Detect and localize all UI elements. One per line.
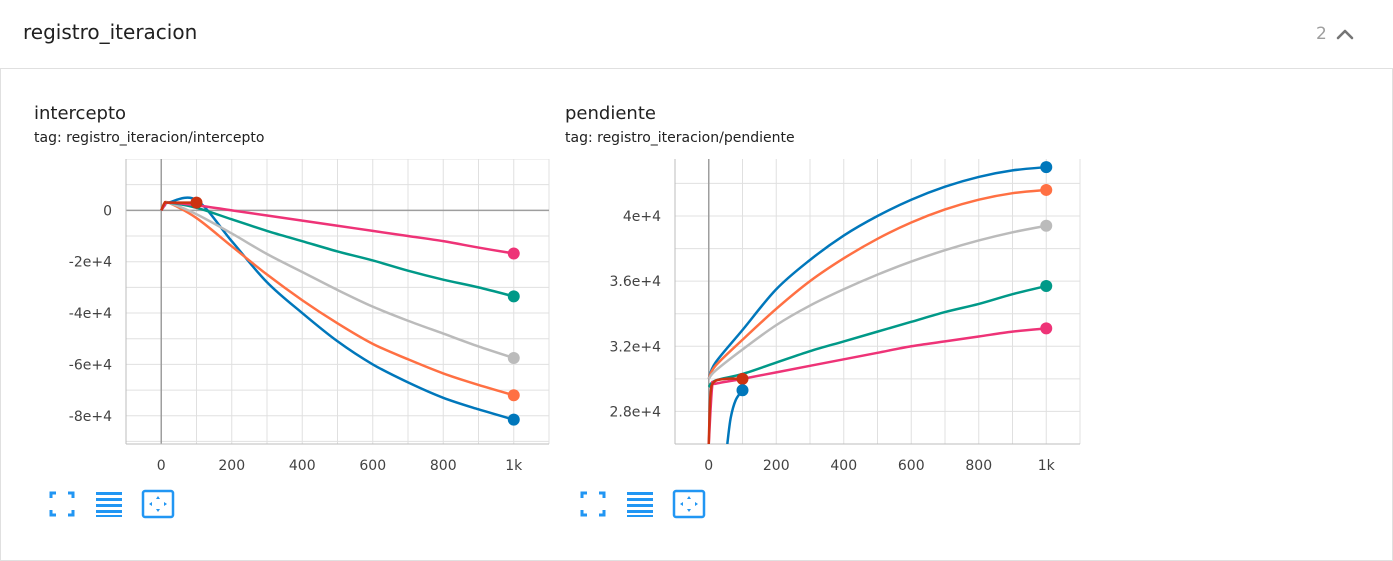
x-tick-label: 200 <box>218 458 245 474</box>
series-end-marker <box>1040 161 1053 174</box>
y-tick-label: 2.8e+4 <box>609 404 661 420</box>
fit-domain-icon[interactable] <box>141 489 175 519</box>
series-end-marker <box>507 247 520 260</box>
x-tick-label: 200 <box>763 458 790 474</box>
x-tick-label: 400 <box>830 458 857 474</box>
x-tick-label: 0 <box>704 458 713 474</box>
y-tick-label: -6e+4 <box>69 357 112 373</box>
y-tick-label: 4e+4 <box>623 209 661 225</box>
series-end-marker <box>1040 280 1053 293</box>
series-line <box>707 165 1047 380</box>
card-intercepto: intercepto tag: registro_iteracion/inter… <box>34 69 554 539</box>
series-line <box>707 224 1047 380</box>
panel-header: registro_iteracion 2 <box>0 0 1393 69</box>
y-tick-label: -2e+4 <box>69 255 112 271</box>
series-end-marker <box>1040 219 1053 232</box>
fullscreen-icon[interactable] <box>578 489 608 519</box>
series-line <box>707 327 1047 444</box>
chart-pendiente[interactable]: 0 200 400 600 800 1k 2.8e+4 3.2e+4 3.6e+4 4e+4 <box>565 159 1085 479</box>
series-end-marker <box>507 389 520 402</box>
y-tick-label: 3.2e+4 <box>609 339 661 355</box>
fullscreen-icon[interactable] <box>47 489 77 519</box>
card-tag: tag: registro_iteracion/pendiente <box>565 130 795 146</box>
data-list-icon[interactable] <box>94 489 124 519</box>
x-tick-label: 600 <box>898 458 925 474</box>
card-title: pendiente <box>565 103 656 124</box>
y-tick-label: -8e+4 <box>69 409 112 425</box>
card-tag: tag: registro_iteracion/intercepto <box>34 130 265 146</box>
card-pendiente: pendiente tag: registro_iteracion/pendie… <box>565 69 1085 539</box>
card-count: 2 <box>1316 24 1327 44</box>
x-tick-label: 1k <box>1038 458 1056 474</box>
series-line <box>160 200 197 211</box>
card-title: intercepto <box>34 103 127 124</box>
x-tick-label: 1k <box>505 458 523 474</box>
panel-body: intercepto tag: registro_iteracion/inter… <box>0 69 1393 561</box>
series-end-marker <box>736 372 749 385</box>
x-tick-label: 800 <box>965 458 992 474</box>
series-end-marker <box>1040 183 1053 196</box>
x-tick-label: 0 <box>157 458 166 474</box>
x-tick-label: 800 <box>430 458 457 474</box>
series-line <box>707 188 1047 380</box>
chevron-up-icon[interactable] <box>1333 22 1357 46</box>
x-tick-label: 600 <box>359 458 386 474</box>
series-line <box>707 377 743 444</box>
series-end-marker <box>190 196 203 209</box>
panel-title: registro_iteracion <box>23 20 198 44</box>
series-end-marker <box>507 351 520 364</box>
series-end-marker <box>507 290 520 303</box>
x-tick-label: 400 <box>289 458 316 474</box>
series-end-marker <box>1040 322 1053 335</box>
chart-intercepto[interactable]: 0 200 400 600 800 1k 0 -2e+4 -4e+4 -6e+4 -8e+4 <box>34 159 554 479</box>
fit-domain-icon[interactable] <box>672 489 706 519</box>
y-tick-label: 3.6e+4 <box>609 274 661 290</box>
series-end-marker <box>507 413 520 426</box>
y-tick-label: 0 <box>103 203 112 219</box>
data-list-icon[interactable] <box>625 489 655 519</box>
series-end-marker <box>736 384 749 397</box>
series-line <box>726 389 744 444</box>
y-tick-label: -4e+4 <box>69 306 112 322</box>
